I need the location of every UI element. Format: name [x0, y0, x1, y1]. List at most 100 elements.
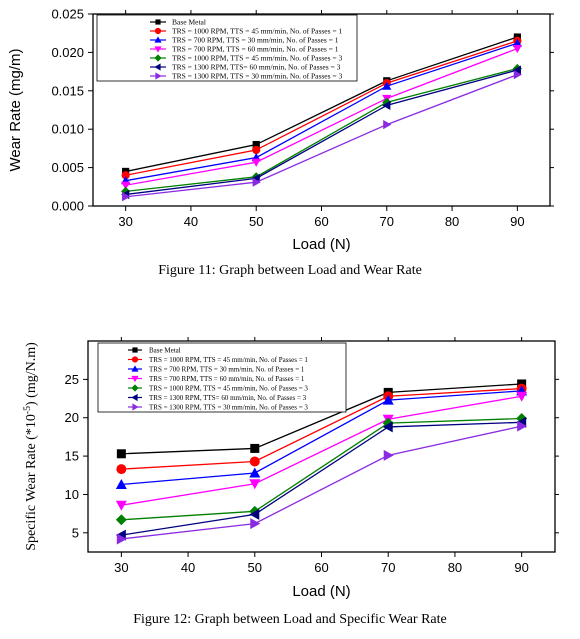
legend-label: TRS = 1000 RPM, TTS = 45 mm/min, No. of …: [172, 54, 343, 63]
data-point: [116, 533, 127, 545]
data-point: [512, 38, 522, 47]
legend-label: TRS = 1000 RPM, TTS = 45 mm/min, No. of …: [149, 356, 308, 364]
x-tick-label: 80: [445, 214, 459, 229]
x-axis-label: Load (N): [292, 236, 350, 253]
series-line: [125, 40, 518, 176]
data-point: [383, 119, 392, 130]
legend-marker: [131, 365, 139, 372]
series-7: [122, 70, 522, 202]
data-point: [116, 464, 127, 475]
x-tick-label: 60: [314, 560, 328, 575]
y-tick-label: 10: [65, 487, 79, 502]
legend-label: TRS = 700 RPM, TTS = 30 mm/min, No. of P…: [149, 366, 305, 374]
x-tick-label: 30: [118, 214, 132, 229]
figure-12-caption: Figure 12: Graph between Load and Specif…: [133, 612, 447, 627]
series-line: [125, 67, 518, 193]
data-point: [382, 100, 391, 110]
figure-11-caption: Figure 11: Graph between Load and Wear R…: [158, 263, 422, 278]
series-line: [121, 417, 522, 521]
legend-marker: [155, 72, 162, 80]
x-tick-label: 60: [314, 214, 328, 229]
x-tick-label: 80: [448, 560, 462, 575]
series-line: [121, 383, 522, 455]
series-line: [121, 390, 522, 486]
legend-box: [97, 342, 347, 413]
data-point: [383, 449, 394, 461]
legend-marker: [131, 356, 139, 363]
data-point: [250, 443, 260, 453]
data-point: [512, 44, 522, 54]
legend-label: TRS = 1300 RPM, TTS= 60 mm/min, No. of P…: [149, 394, 307, 402]
data-point: [251, 158, 261, 167]
legend-label: TRS = 700 RPM, TTS = 30 mm/min, No. of P…: [172, 36, 339, 45]
legend-marker: [154, 63, 161, 71]
series-line: [121, 395, 522, 506]
legend-box: [96, 14, 358, 82]
legend-marker: [131, 375, 139, 383]
data-point: [249, 508, 260, 520]
legend-label: Base Metal: [172, 18, 206, 27]
series-line: [121, 387, 522, 470]
data-point: [249, 467, 261, 478]
series-5: [115, 412, 528, 526]
y-tick-label: 0.010: [51, 122, 84, 137]
series-7: [116, 420, 528, 545]
legend-label: TRS = 1000 RPM, TTS = 45 mm/min, No. of …: [172, 27, 343, 36]
x-tick-label: 40: [184, 214, 198, 229]
series-line: [125, 69, 518, 196]
data-point: [249, 456, 260, 467]
legend-marker: [131, 393, 138, 402]
series-4: [121, 44, 522, 190]
data-point: [382, 81, 392, 90]
series-line: [121, 425, 522, 540]
legend-marker: [154, 27, 162, 35]
legend-marker: [154, 54, 162, 62]
legend-marker: [154, 46, 162, 53]
y-axis-label: Wear Rate (mg/m): [7, 48, 24, 171]
series-6: [121, 65, 521, 200]
legend-marker: [155, 19, 161, 25]
y-tick-label: 25: [65, 372, 79, 387]
x-tick-label: 30: [114, 560, 128, 575]
x-axis-label: Load (N): [292, 583, 350, 600]
series-2: [116, 383, 527, 475]
legend-label: Base Metal: [149, 347, 181, 355]
legend-marker: [154, 36, 162, 43]
series-line: [125, 47, 518, 186]
y-tick-label: 5: [72, 525, 79, 540]
x-tick-label: 50: [248, 560, 262, 575]
y-tick-label: 0.000: [51, 199, 84, 214]
x-tick-label: 40: [181, 560, 195, 575]
chart-2: 30 40 50 60 70 80 90 5 10 15 20 25 Load (N) Specific …: [22, 337, 559, 600]
series-6: [115, 416, 527, 541]
chart-1: 30 40 50 60 70 80 90 0.000 0.005 0.010 0.015 0.020 0…: [7, 7, 554, 253]
legend-label: TRS = 1300 RPM, TTS = 30 mm/min, No. of …: [149, 404, 308, 412]
x-tick-label: 70: [381, 560, 395, 575]
x-tick-label: 70: [380, 214, 394, 229]
y-axis-label: Specific Wear Rate (*10-5) (mg/N.m): [22, 342, 39, 551]
data-point: [512, 65, 521, 75]
y-tick-label: 0.005: [51, 160, 84, 175]
legend-marker: [132, 403, 139, 411]
data-point: [252, 140, 260, 149]
data-point: [516, 391, 528, 402]
y-tick-label: 0.020: [51, 45, 84, 60]
data-point: [252, 145, 261, 155]
series-line: [125, 42, 518, 182]
series-line: [125, 74, 518, 198]
data-point: [115, 478, 127, 489]
legend-label: TRS = 1300 RPM, TTS = 30 mm/min, No. of …: [172, 72, 343, 81]
y-tick-label: 15: [65, 449, 79, 464]
data-point: [252, 177, 261, 187]
data-point: [115, 514, 127, 526]
x-tick-label: 90: [510, 214, 524, 229]
x-tick-label: 90: [514, 560, 528, 575]
legend-label: TRS = 700 RPM, TTS = 60 mm/min, No. of P…: [149, 375, 305, 383]
data-point: [121, 181, 131, 190]
y-tick-label: 20: [65, 410, 79, 425]
y-tick-label: 0.015: [51, 83, 84, 98]
data-point: [116, 449, 126, 459]
legend-marker: [132, 347, 138, 353]
